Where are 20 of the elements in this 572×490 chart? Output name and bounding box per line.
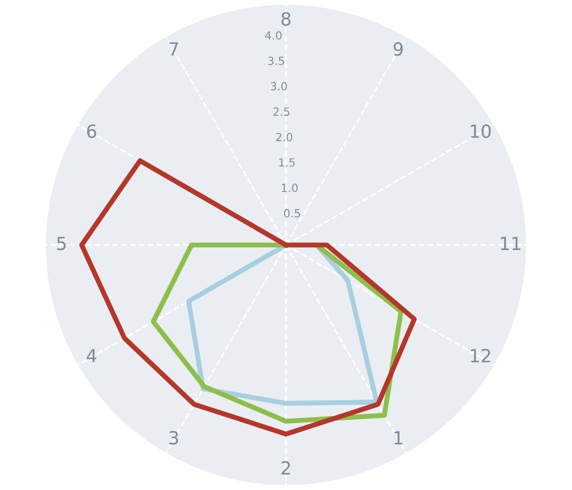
y-tick-label: 1.0 — [282, 184, 298, 192]
spoke-label: 3 — [169, 431, 178, 445]
y-tick-label: 3.5 — [268, 56, 284, 66]
spoke-label: 9 — [394, 42, 403, 56]
spoke-label: 8 — [281, 12, 291, 26]
y-tick-label: 0.5 — [284, 209, 300, 218]
spoke-label: 10 — [470, 124, 491, 138]
spoke-label: 6 — [87, 124, 96, 138]
y-tick-label: 1.5 — [279, 158, 295, 167]
spoke-label: 11 — [500, 236, 520, 250]
spoke-label: 2 — [282, 461, 290, 474]
spoke-label: 4 — [86, 349, 96, 362]
spoke-label: 1 — [394, 431, 402, 444]
spoke-label: 7 — [169, 42, 178, 56]
y-tick-label: 2.0 — [276, 132, 292, 142]
spoke-label: 12 — [470, 348, 490, 362]
y-tick-label: 2.5 — [273, 107, 290, 116]
spoke-label: 5 — [57, 236, 66, 250]
y-tick-label: 4.0 — [265, 31, 282, 40]
y-tick-label: 3.0 — [270, 82, 287, 90]
